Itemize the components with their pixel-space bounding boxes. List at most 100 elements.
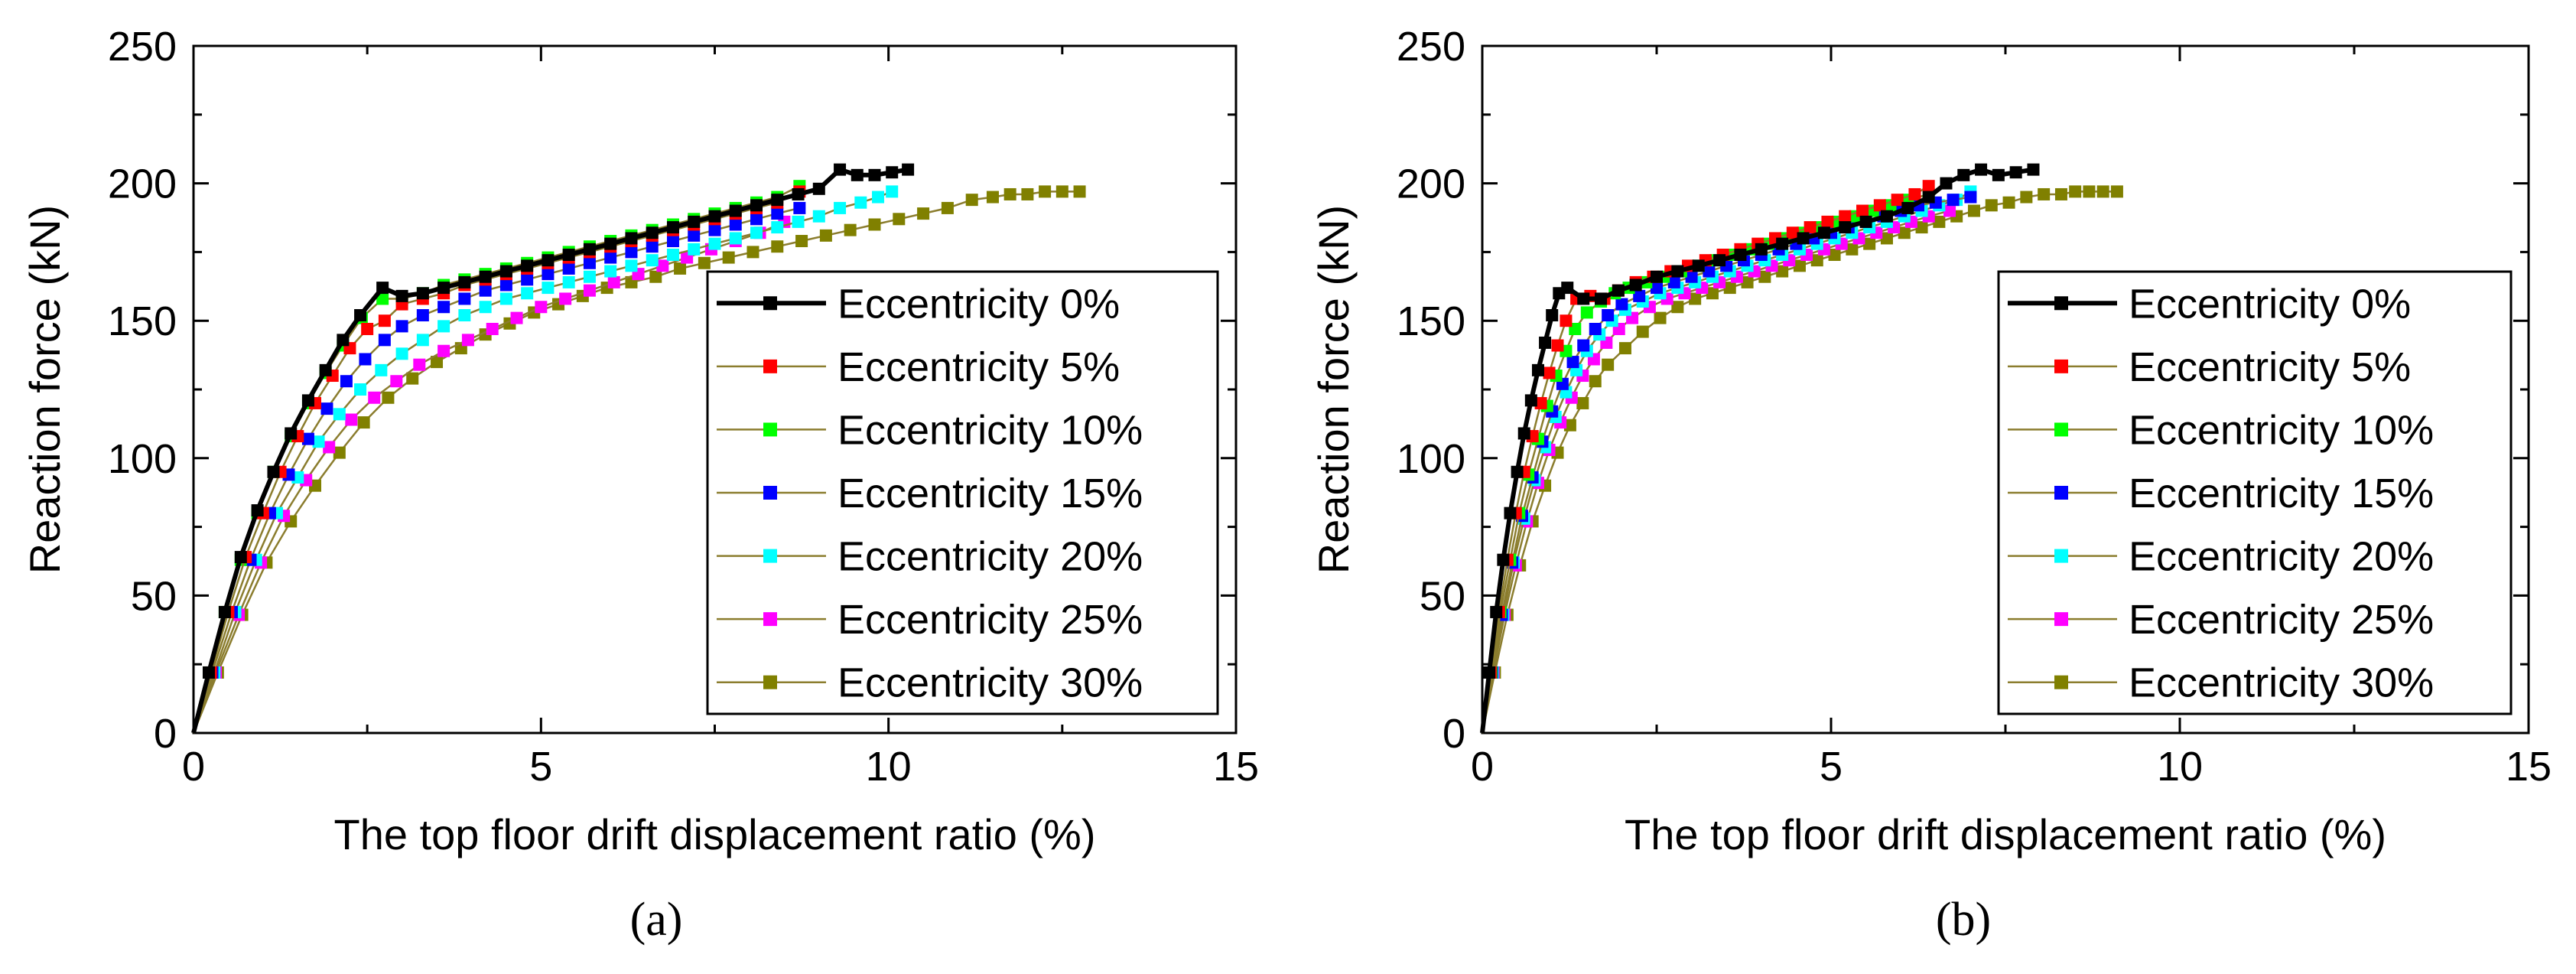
data-point	[1692, 259, 1705, 272]
data-point	[368, 391, 381, 404]
y-tick-label: 250	[1397, 24, 1465, 70]
data-point	[333, 408, 346, 421]
data-point	[1021, 187, 1034, 200]
data-point	[1517, 427, 1530, 440]
data-point	[312, 435, 325, 448]
data-point	[1577, 339, 1590, 352]
data-point	[562, 248, 575, 261]
data-point	[416, 287, 429, 300]
data-point	[646, 226, 659, 239]
data-point	[1793, 259, 1806, 272]
data-point	[819, 229, 832, 242]
legend-label: Eccentricity 25%	[2129, 597, 2434, 643]
data-point	[729, 204, 742, 217]
data-point	[1863, 237, 1876, 250]
data-point	[1576, 396, 1589, 409]
data-point	[1618, 342, 1631, 355]
data-point	[1839, 221, 1852, 234]
legend-marker	[2054, 612, 2068, 627]
y-tick-label: 0	[154, 711, 177, 757]
data-point	[2020, 191, 2033, 204]
data-point	[1633, 289, 1646, 302]
data-point	[1504, 507, 1517, 520]
data-point	[1534, 396, 1547, 409]
data-point	[1490, 605, 1503, 618]
legend-item: Eccentricity 5%	[717, 344, 1120, 390]
legend-marker	[2054, 422, 2068, 437]
panel-caption: (a)	[630, 894, 683, 946]
data-point	[1859, 215, 1872, 228]
data-point	[2096, 185, 2109, 198]
legend-item: Eccentricity 30%	[717, 660, 1143, 706]
legend-label: Eccentricity 5%	[838, 344, 1120, 390]
data-point	[1703, 265, 1716, 278]
legend-marker	[763, 359, 777, 373]
data-point	[1964, 191, 1977, 204]
data-point	[646, 240, 659, 253]
data-point	[746, 246, 759, 259]
x-tick-label: 5	[529, 744, 552, 790]
data-point	[1985, 199, 1998, 212]
data-point	[1073, 185, 1086, 198]
legend-item: Eccentricity 25%	[717, 597, 1143, 643]
data-point	[604, 237, 617, 250]
data-point	[340, 375, 353, 388]
legend-marker	[2054, 486, 2068, 500]
y-axis-label: Reaction force (kN)	[1309, 205, 1358, 574]
data-point	[666, 248, 679, 261]
data-point	[1856, 204, 1869, 217]
data-point	[1612, 284, 1625, 297]
y-tick-label: 100	[1397, 436, 1465, 482]
data-point	[750, 199, 763, 212]
data-point	[607, 275, 620, 288]
data-point	[1741, 275, 1754, 288]
data-point	[1922, 180, 1935, 193]
data-point	[625, 259, 638, 272]
data-point	[218, 605, 231, 618]
data-point	[1992, 168, 2005, 181]
data-point	[1524, 394, 1537, 407]
data-point	[1933, 215, 1946, 228]
legend-marker	[763, 296, 777, 311]
data-point	[1689, 292, 1702, 305]
data-point	[868, 168, 881, 181]
data-point	[416, 309, 429, 322]
data-point	[395, 289, 408, 302]
series-line	[1481, 196, 1971, 734]
data-point	[437, 320, 450, 333]
data-point	[1967, 204, 1980, 217]
data-point	[812, 210, 825, 223]
data-point	[851, 168, 864, 181]
data-point	[893, 213, 906, 226]
data-point	[486, 322, 499, 335]
data-point	[1915, 221, 1928, 234]
data-point	[2038, 187, 2051, 200]
data-point	[359, 353, 372, 366]
data-point	[1873, 199, 1886, 212]
x-tick-label: 5	[1820, 744, 1843, 790]
series-eccentricity-25-	[1481, 204, 1956, 734]
data-point	[1891, 194, 1904, 207]
legend-item: Eccentricity 10%	[2008, 407, 2434, 453]
data-point	[583, 270, 596, 283]
legend-label: Eccentricity 20%	[838, 534, 1143, 580]
y-tick-label: 50	[1420, 573, 1465, 619]
data-point	[542, 282, 555, 295]
data-point	[479, 301, 492, 314]
data-point	[1943, 204, 1956, 217]
legend-marker	[2054, 675, 2068, 689]
data-point	[1546, 309, 1559, 322]
legend-marker	[763, 549, 777, 563]
data-point	[1755, 243, 1768, 256]
data-point	[583, 284, 596, 297]
data-point	[708, 210, 721, 223]
data-point	[1055, 185, 1068, 198]
legend-marker	[2054, 549, 2068, 563]
data-point	[722, 251, 735, 264]
data-point	[458, 309, 471, 322]
data-point	[1566, 356, 1579, 369]
data-point	[2054, 187, 2067, 200]
data-point	[792, 215, 805, 228]
